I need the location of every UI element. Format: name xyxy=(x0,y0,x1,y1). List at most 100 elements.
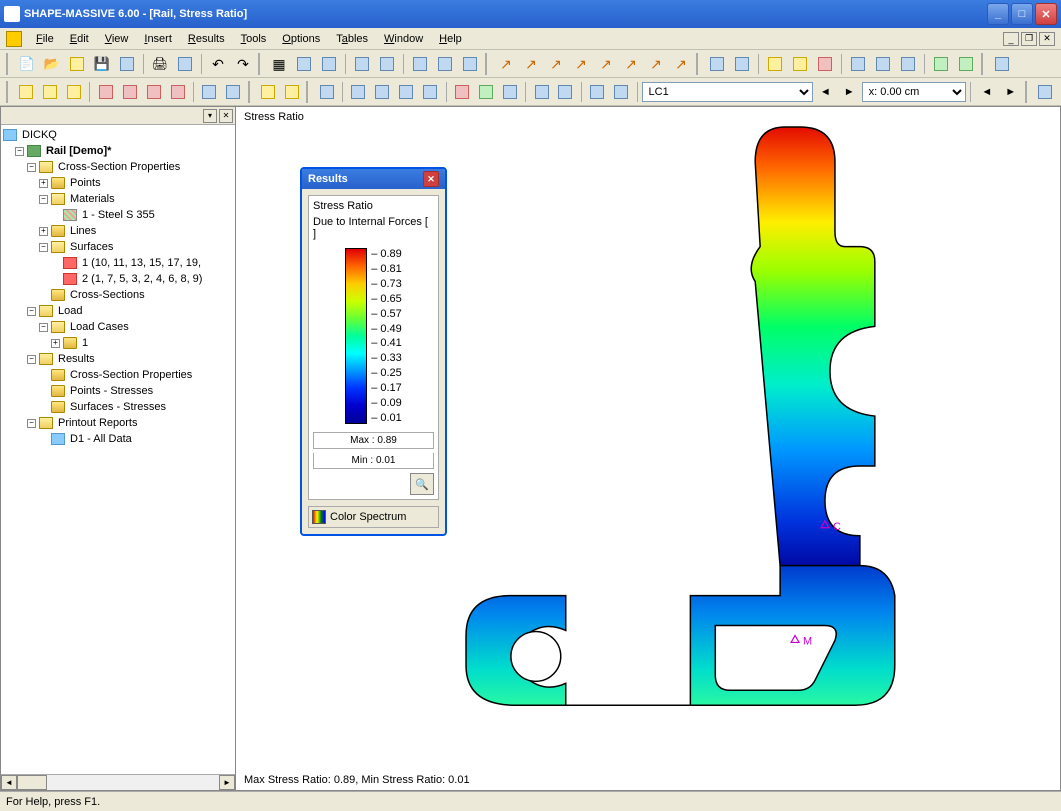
sigma-btn-4[interactable] xyxy=(419,80,442,104)
coord-combo[interactable]: x: 0.00 cm xyxy=(862,82,967,102)
new-button[interactable] xyxy=(15,52,39,76)
tree-load[interactable]: Load xyxy=(56,305,84,317)
tree-toggle[interactable]: − xyxy=(27,163,36,172)
disp-btn-2[interactable] xyxy=(474,80,497,104)
sigma-btn-3[interactable] xyxy=(395,80,418,104)
calc-btn-3[interactable] xyxy=(813,52,837,76)
tree-res-pts[interactable]: Points - Stresses xyxy=(68,385,155,397)
disp-btn-3[interactable] xyxy=(498,80,521,104)
open-button[interactable] xyxy=(40,52,64,76)
dim-btn-2[interactable] xyxy=(519,52,543,76)
loadcase-combo[interactable]: LC1 xyxy=(642,82,813,102)
toolbar-grip[interactable] xyxy=(981,53,987,75)
grid-button[interactable] xyxy=(267,52,291,76)
maximize-button[interactable]: □ xyxy=(1011,3,1033,25)
menu-view[interactable]: View xyxy=(97,31,137,47)
view-btn-2[interactable] xyxy=(375,52,399,76)
nav-next-button[interactable]: ► xyxy=(999,80,1022,104)
tool-a-button[interactable] xyxy=(198,80,221,104)
tree-cs-props[interactable]: Cross-Section Properties xyxy=(56,161,182,173)
tree-toggle[interactable]: − xyxy=(39,243,48,252)
sun-button-1[interactable] xyxy=(257,80,280,104)
zoom-btn-3[interactable] xyxy=(896,52,920,76)
menu-results[interactable]: Results xyxy=(180,31,233,47)
tree-lines[interactable]: Lines xyxy=(68,225,98,237)
tree-surf1[interactable]: 1 (10, 11, 13, 15, 17, 19, xyxy=(80,257,203,269)
mdi-close-button[interactable]: ✕ xyxy=(1039,32,1055,46)
save-button[interactable] xyxy=(90,52,114,76)
export-button[interactable] xyxy=(990,52,1014,76)
save-all-button[interactable] xyxy=(115,52,139,76)
toolbar-grip[interactable] xyxy=(485,53,491,75)
results-footer[interactable]: Color Spectrum xyxy=(308,506,439,528)
arc-button[interactable] xyxy=(63,80,86,104)
tree-materials[interactable]: Materials xyxy=(68,193,117,205)
rotate-btn-1[interactable] xyxy=(408,52,432,76)
tool-b-button[interactable] xyxy=(222,80,245,104)
zoom-btn-1[interactable] xyxy=(846,52,870,76)
tree-toggle[interactable]: − xyxy=(15,147,24,156)
dim-btn-5[interactable] xyxy=(594,52,618,76)
tree-surf2[interactable]: 2 (1, 7, 5, 3, 2, 4, 6, 8, 9) xyxy=(80,273,204,285)
dim-btn-8[interactable] xyxy=(669,52,693,76)
redo-button[interactable] xyxy=(231,52,255,76)
mdi-minimize-button[interactable]: _ xyxy=(1003,32,1019,46)
tree-mat1[interactable]: 1 - Steel S 355 xyxy=(80,209,157,221)
tree-cross-sections[interactable]: Cross-Sections xyxy=(68,289,147,301)
zoom-btn-2[interactable] xyxy=(871,52,895,76)
lc-next-button[interactable]: ► xyxy=(838,80,861,104)
view-btn-1[interactable] xyxy=(350,52,374,76)
point-button[interactable] xyxy=(15,80,38,104)
x2-button[interactable] xyxy=(954,52,978,76)
tree-results[interactable]: Results xyxy=(56,353,97,365)
toolbar-grip[interactable] xyxy=(306,81,312,103)
dim-btn-7[interactable] xyxy=(644,52,668,76)
shape-rect-button[interactable] xyxy=(118,80,141,104)
mdi-restore-button[interactable]: ❐ xyxy=(1021,32,1037,46)
tree-toggle[interactable]: + xyxy=(39,227,48,236)
shape-circ-button[interactable] xyxy=(142,80,165,104)
toolbar-grip[interactable] xyxy=(6,53,12,75)
disp-btn-1[interactable] xyxy=(450,80,473,104)
toolbar-grip[interactable] xyxy=(696,53,702,75)
iso-btn-2[interactable] xyxy=(554,80,577,104)
res-btn-1[interactable] xyxy=(315,80,338,104)
table-btn-2[interactable] xyxy=(730,52,754,76)
results-close-button[interactable]: ✕ xyxy=(423,171,439,187)
calc-btn-2[interactable] xyxy=(788,52,812,76)
menu-insert[interactable]: Insert xyxy=(136,31,180,47)
results-panel-title[interactable]: Results ✕ xyxy=(302,169,445,189)
tree-toggle[interactable]: + xyxy=(39,179,48,188)
calc-btn-1[interactable] xyxy=(763,52,787,76)
rotate-btn-3[interactable] xyxy=(458,52,482,76)
print-button[interactable] xyxy=(148,52,172,76)
open2-button[interactable] xyxy=(65,52,89,76)
tree-points[interactable]: Points xyxy=(68,177,103,189)
menu-options[interactable]: Options xyxy=(274,31,328,47)
tree-lc1[interactable]: 1 xyxy=(80,337,90,349)
dim-btn-3[interactable] xyxy=(544,52,568,76)
dim-btn-1[interactable] xyxy=(494,52,518,76)
menu-window[interactable]: Window xyxy=(376,31,431,47)
minimize-button[interactable]: _ xyxy=(987,3,1009,25)
navigator-close-button[interactable]: ✕ xyxy=(219,109,233,123)
tree-toggle[interactable]: − xyxy=(27,419,36,428)
close-button[interactable]: ✕ xyxy=(1035,3,1057,25)
tree-toggle[interactable]: − xyxy=(39,323,48,332)
dim-btn-4[interactable] xyxy=(569,52,593,76)
menu-file[interactable]: File xyxy=(28,31,62,47)
nav-prev-button[interactable]: ◄ xyxy=(975,80,998,104)
smooth-btn-1[interactable] xyxy=(586,80,609,104)
shape-i-button[interactable] xyxy=(94,80,117,104)
shape-poly-button[interactable] xyxy=(166,80,189,104)
sigma-btn-2[interactable] xyxy=(371,80,394,104)
sun-button-2[interactable] xyxy=(280,80,303,104)
menu-help[interactable]: Help xyxy=(431,31,470,47)
tree-toggle[interactable]: + xyxy=(51,339,60,348)
graphics-canvas[interactable]: Stress Ratio xyxy=(236,106,1061,791)
toolbar-grip[interactable] xyxy=(248,81,254,103)
results-zoom-button[interactable]: 🔍 xyxy=(410,473,434,495)
toolbar-grip[interactable] xyxy=(258,53,264,75)
line-button[interactable] xyxy=(39,80,62,104)
panel-button[interactable] xyxy=(1034,80,1057,104)
